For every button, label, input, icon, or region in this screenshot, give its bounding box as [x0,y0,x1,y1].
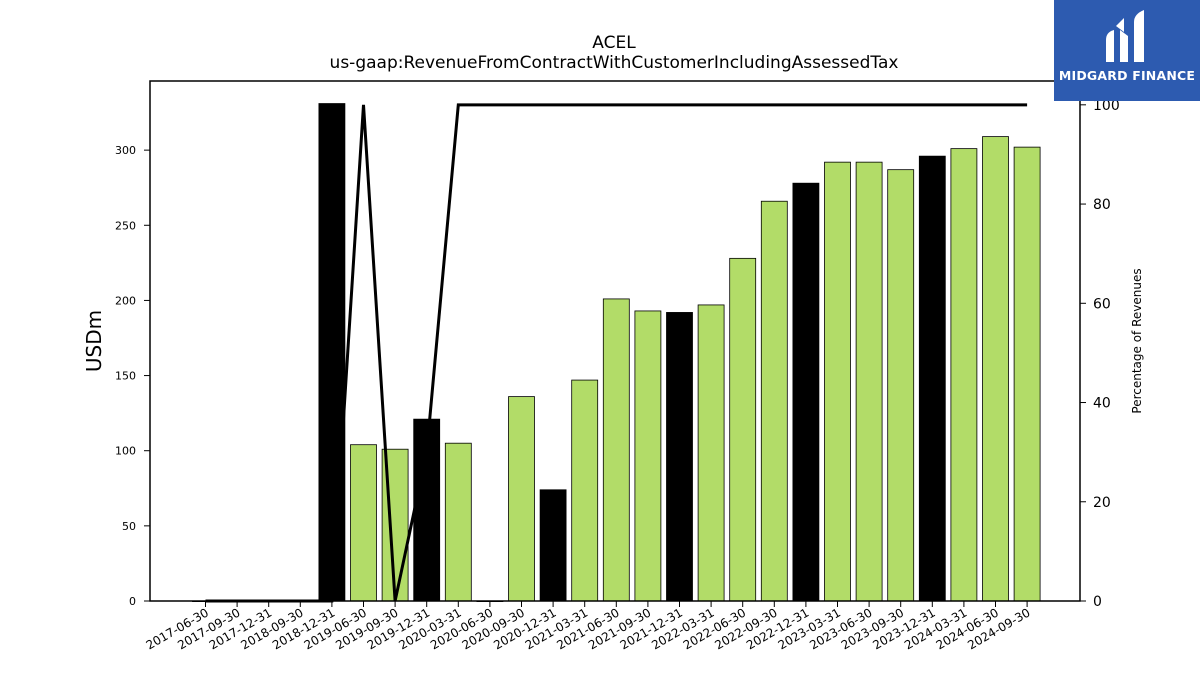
bars [192,103,1041,603]
bar-2020-03-31 [444,442,472,602]
logo-text: MIDGARD FINANCE [1058,68,1196,83]
y-axis-left: 0 50 100 150 200 250 300 [115,144,150,608]
y-axis-right: 0 20 40 60 80 100 [1080,98,1120,610]
bar-2018-12-31 [318,103,346,602]
bar-2021-12-31 [666,312,693,602]
bar-2023-09-30 [887,169,915,602]
y-right-tick-label-40: 40 [1093,396,1111,412]
y-right-tick-label-100: 100 [1093,98,1120,114]
y-right-tick-label-0: 0 [1093,594,1102,610]
bar-2021-03-31 [571,379,599,602]
plot-frame [149,80,1081,602]
percentage-line [205,103,1028,603]
bar-2021-06-30 [602,298,630,602]
y-tick-label-100: 100 [115,445,136,458]
bar-2020-12-31 [539,489,567,602]
bar-2024-09-30 [1013,146,1041,602]
x-axis: 2017-06-302017-09-302017-12-312018-09-30… [144,601,1033,652]
bar-2022-12-31 [792,182,820,602]
bar-2020-09-30 [508,396,535,602]
y-right-tick-label-20: 20 [1093,495,1111,511]
y-tick-label-0: 0 [129,595,136,608]
y-tick-label-200: 200 [115,294,136,307]
bar-2024-06-30 [982,136,1009,602]
y-axis-right-label: Percentage of Revenues [1130,268,1144,413]
chart-title: ACEL [592,33,636,53]
y-tick-label-250: 250 [115,219,136,232]
chart-subtitle: us-gaap:RevenueFromContractWithCustomerI… [330,53,899,73]
bar-2022-09-30 [760,200,788,602]
y-tick-label-300: 300 [115,144,136,157]
y-axis-label: USDm [82,310,106,372]
line-series [205,103,1028,603]
bar-2022-06-30 [729,257,757,602]
bar-2022-03-31 [697,304,725,602]
y-tick-label-50: 50 [122,520,136,533]
bar-2023-06-30 [855,161,883,602]
bar-2021-09-30 [634,310,662,602]
bar-2024-03-31 [950,148,978,602]
bar-2023-03-31 [824,161,851,602]
y-right-tick-label-80: 80 [1093,197,1111,213]
bar-2019-06-30 [350,444,377,602]
bar-2023-12-31 [918,155,946,602]
y-tick-label-150: 150 [115,370,136,383]
logo-mark-icon [1106,10,1144,62]
brand-logo: MIDGARD FINANCE [1054,0,1200,101]
y-right-tick-label-60: 60 [1093,296,1111,312]
